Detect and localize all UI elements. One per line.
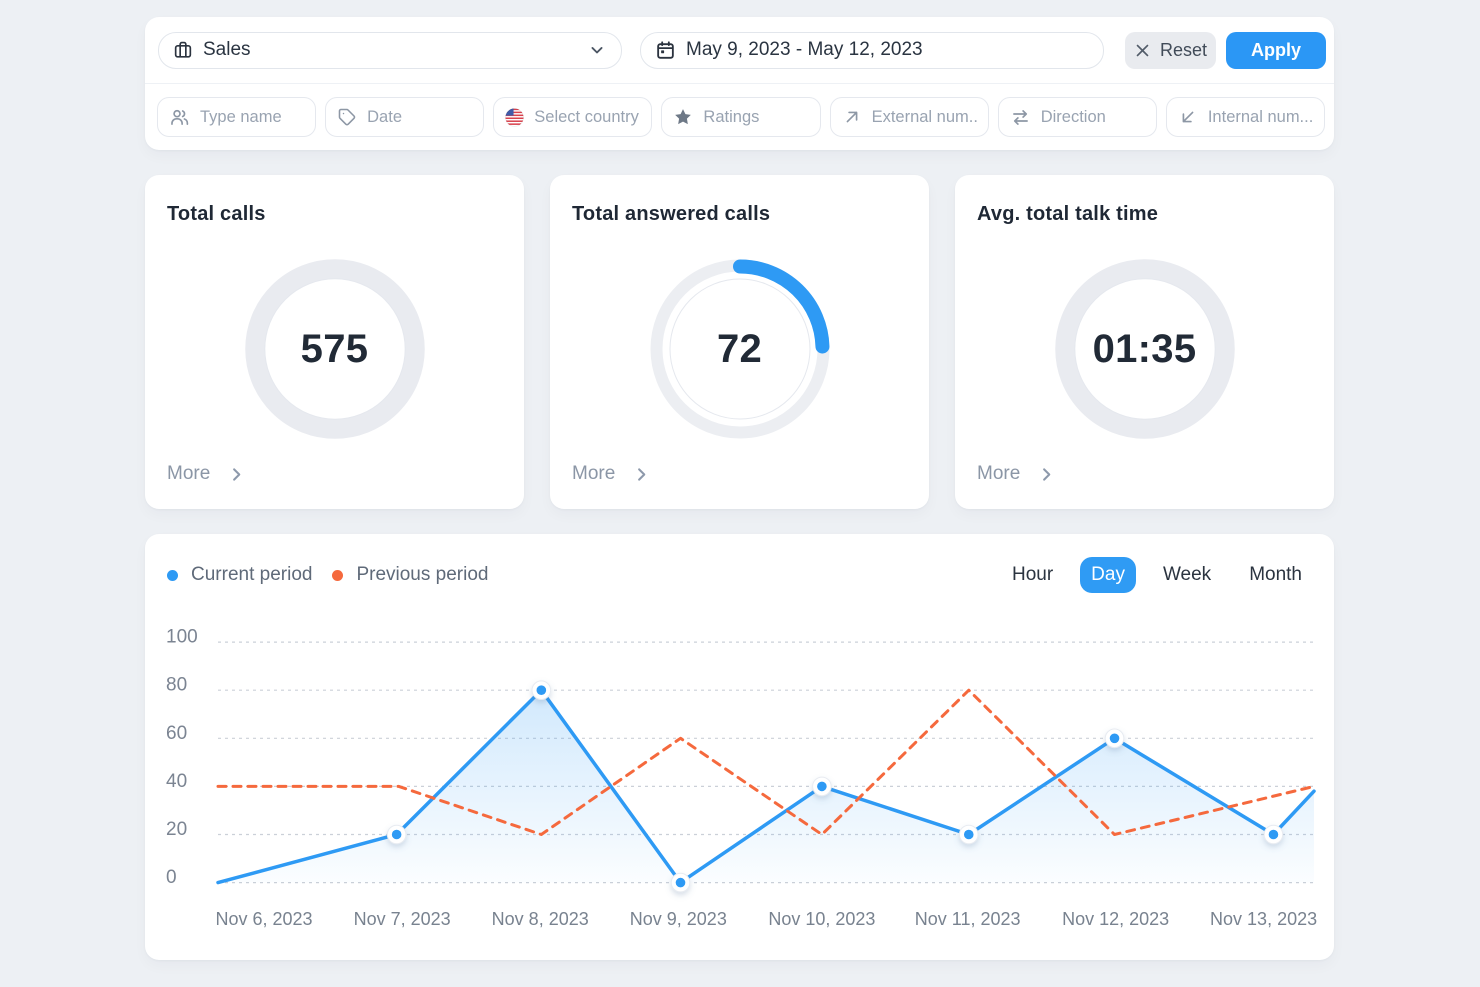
stat-card-total-calls: Total calls 575 More — [145, 175, 524, 509]
close-icon — [1134, 42, 1151, 59]
stat-title: Avg. total talk time — [977, 203, 1159, 225]
filter-chip-label: Ratings — [703, 107, 760, 126]
swap-arrows-icon — [1010, 107, 1031, 128]
arrow-up-right-icon — [842, 107, 862, 127]
period-button-month[interactable]: Month — [1238, 557, 1313, 593]
filter-chip-country[interactable]: Select country — [493, 97, 653, 137]
more-label: More — [167, 463, 211, 484]
dashboard-page: Sales May 9, 2023 - May 12, 2023 — [145, 0, 1334, 987]
svg-text:Nov 12, 2023: Nov 12, 2023 — [1062, 909, 1169, 929]
svg-text:100: 100 — [166, 627, 198, 648]
stat-value: 01:35 — [1092, 326, 1197, 371]
svg-text:Nov 7, 2023: Nov 7, 2023 — [354, 909, 451, 929]
more-label: More — [572, 463, 616, 484]
filter-chip-label: External num.. — [871, 107, 978, 126]
line-chart: 0 20 40 60 80 100 Nov 6, 2023 Nov 7, 2023 Nov 8,… — [166, 627, 1317, 929]
team-select-value: Sales — [203, 39, 251, 60]
progress-ring-track — [650, 259, 829, 439]
filter-chip-label: Date — [367, 107, 402, 126]
filter-chip-direction[interactable]: Direction — [997, 97, 1157, 137]
svg-text:Nov 11, 2023: Nov 11, 2023 — [915, 909, 1021, 929]
svg-text:Nov 13, 2023: Nov 13, 2023 — [1210, 909, 1317, 929]
team-select[interactable]: Sales — [158, 31, 622, 69]
stat-card-total-answered-calls: Total answered calls 72 More — [550, 175, 929, 509]
chart-legend: Current period Previous period — [167, 564, 488, 586]
filter-chip-label: Type name — [200, 107, 282, 126]
total-calls-ring: 575 — [244, 259, 425, 439]
filter-bar: Sales May 9, 2023 - May 12, 2023 — [145, 17, 1334, 150]
more-label: More — [977, 463, 1021, 484]
briefcase-icon — [173, 40, 193, 60]
filter-row-secondary: Type name Date — [145, 84, 1334, 150]
svg-text:60: 60 — [166, 723, 187, 744]
arrow-down-left-icon — [1178, 107, 1198, 127]
svg-text:Nov 6, 2023: Nov 6, 2023 — [215, 909, 312, 929]
filter-chip-type-name[interactable]: Type name — [157, 97, 317, 137]
legend-label: Current period — [191, 564, 313, 585]
apply-button[interactable]: Apply — [1226, 31, 1326, 69]
progress-ring-track — [244, 259, 425, 439]
chevron-right-icon — [632, 465, 651, 484]
period-button-day[interactable]: Day — [1080, 557, 1136, 593]
reset-button[interactable]: Reset — [1125, 31, 1216, 69]
filter-chip-external-number[interactable]: External num.. — [829, 97, 989, 137]
tag-icon — [337, 107, 357, 127]
period-button-week[interactable]: Week — [1152, 557, 1222, 593]
legend-item-previous-period: Previous period — [332, 564, 488, 586]
legend-dot-current — [167, 569, 178, 581]
legend-dot-previous — [332, 569, 344, 581]
reset-label: Reset — [1159, 39, 1208, 60]
filter-chip-label: Direction — [1040, 107, 1106, 126]
stat-value: 575 — [300, 326, 369, 371]
answered-calls-ring: 72 — [650, 259, 830, 439]
svg-text:20: 20 — [166, 819, 187, 840]
svg-text:Nov 10, 2023: Nov 10, 2023 — [768, 909, 875, 929]
stat-value: 72 — [716, 326, 763, 371]
date-range-value: May 9, 2023 - May 12, 2023 — [686, 39, 923, 60]
calendar-icon — [655, 40, 676, 61]
more-link[interactable]: More — [977, 463, 1056, 485]
filter-chip-internal-number[interactable]: Internal num... — [1165, 97, 1325, 137]
svg-text:0: 0 — [166, 867, 177, 888]
people-icon — [169, 107, 190, 128]
stat-cards-row: Total calls 575 More Total answered call… — [145, 175, 1334, 509]
progress-ring-track — [1054, 259, 1235, 439]
legend-item-current-period: Current period — [167, 564, 312, 586]
date-range-input[interactable]: May 9, 2023 - May 12, 2023 — [640, 31, 1104, 69]
period-switcher: Hour Day Week Month — [1001, 557, 1313, 593]
chevron-down-icon — [587, 40, 607, 60]
filter-bar-divider — [145, 83, 1334, 84]
more-link[interactable]: More — [167, 463, 246, 485]
svg-text:Nov 9, 2023: Nov 9, 2023 — [630, 909, 727, 929]
stat-title: Total answered calls — [572, 203, 771, 225]
filter-chip-date[interactable]: Date — [325, 97, 485, 137]
filter-chip-ratings[interactable]: Ratings — [661, 97, 821, 137]
chevron-right-icon — [1037, 465, 1056, 484]
period-button-hour[interactable]: Hour — [1001, 557, 1064, 593]
star-icon — [673, 107, 693, 127]
stat-card-avg-talk-time: Avg. total talk time 01:35 More — [955, 175, 1334, 509]
chevron-right-icon — [227, 465, 246, 484]
chart-header: Current period Previous period Hour Day … — [145, 534, 1334, 616]
filter-chip-label: Internal num... — [1207, 107, 1314, 126]
legend-label: Previous period — [356, 564, 489, 585]
svg-text:Nov 8, 2023: Nov 8, 2023 — [492, 909, 589, 929]
filter-row-primary: Sales May 9, 2023 - May 12, 2023 — [145, 17, 1334, 83]
us-flag-icon — [505, 107, 525, 127]
more-link[interactable]: More — [572, 463, 651, 485]
stat-title: Total calls — [167, 203, 266, 225]
svg-text:40: 40 — [166, 771, 187, 792]
filter-chip-label: Select country — [534, 107, 639, 126]
talk-time-ring: 01:35 — [1054, 259, 1235, 439]
calls-trend-chart-card: 0 20 40 60 80 100 Nov 6, 2023 Nov 7, 2023 Nov 8,… — [145, 534, 1334, 960]
svg-text:80: 80 — [166, 675, 187, 696]
